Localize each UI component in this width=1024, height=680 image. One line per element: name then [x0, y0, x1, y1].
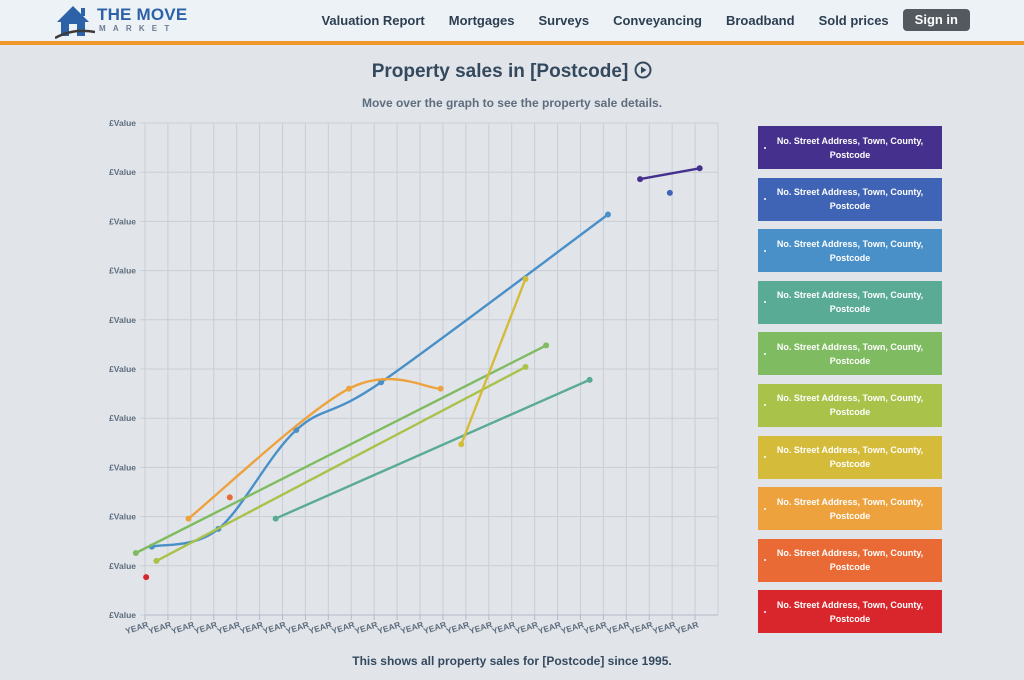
play-circle-icon[interactable]	[634, 61, 652, 79]
x-tick-label: YEAR	[582, 619, 608, 636]
site-header: THE MOVE MARKET Valuation Report Mortgag…	[0, 0, 1024, 45]
series-point-2	[666, 189, 673, 196]
x-tick-label: YEAR	[193, 619, 219, 636]
legend-item-2[interactable]: No. Street Address, Town, County, Postco…	[758, 177, 942, 221]
x-tick-label: YEAR	[284, 619, 310, 636]
series-point-6	[522, 364, 529, 371]
legend-item-7[interactable]: No. Street Address, Town, County, Postco…	[758, 435, 942, 479]
x-tick-label: YEAR	[216, 619, 242, 636]
chart-series	[132, 165, 703, 581]
legend-item-4[interactable]: No. Street Address, Town, County, Postco…	[758, 280, 942, 324]
legend-item-3[interactable]: No. Street Address, Town, County, Postco…	[758, 229, 942, 273]
logo-text-secondary: MARKET	[99, 24, 177, 33]
series-point-5	[543, 342, 550, 349]
x-tick-label: YEAR	[353, 619, 379, 636]
nav-mortgages[interactable]: Mortgages	[448, 12, 515, 28]
x-tick-label: YEAR	[468, 619, 494, 636]
x-tick-label: YEAR	[422, 619, 448, 636]
page-title-text: Property sales in [Postcode]	[371, 61, 629, 82]
y-tick-label: £Value	[109, 266, 136, 276]
legend-item-1[interactable]: No. Street Address, Town, County, Postco…	[758, 126, 942, 169]
series-point-4	[272, 515, 279, 522]
series-point-1	[637, 176, 644, 183]
series-point-7	[522, 275, 529, 282]
series-line-4	[274, 378, 591, 520]
series-point-3	[378, 379, 385, 386]
y-tick-label: £Value	[109, 462, 136, 472]
page-title: Property sales in [Postcode]	[0, 61, 1024, 83]
series-point-3	[604, 211, 611, 218]
series-point-7	[458, 441, 465, 448]
sign-in-button[interactable]: Sign in	[902, 9, 970, 31]
y-tick-label: £Value	[109, 216, 136, 226]
x-tick-label: YEAR	[170, 619, 196, 636]
legend-item-9[interactable]: No. Street Address, Town, County, Postco…	[758, 538, 942, 582]
x-tick-label: YEAR	[651, 619, 677, 636]
house-logo-icon	[55, 6, 95, 40]
nav-surveys[interactable]: Surveys	[538, 12, 590, 28]
x-tick-label: YEAR	[491, 619, 517, 636]
x-tick-label: YEAR	[330, 619, 356, 636]
x-tick-label: YEAR	[124, 619, 150, 636]
series-point-8	[437, 385, 444, 392]
x-tick-label: YEAR	[445, 619, 471, 636]
logo-text-primary: THE MOVE	[97, 5, 188, 24]
x-tick-label: YEAR	[537, 619, 563, 636]
x-tick-label: YEAR	[239, 619, 265, 636]
nav-sold-prices[interactable]: Sold prices	[818, 12, 889, 28]
series-point-4	[586, 376, 593, 383]
series-line-1	[638, 167, 701, 181]
legend-item-8[interactable]: No. Street Address, Town, County, Postco…	[758, 487, 942, 531]
series-point-8	[185, 515, 192, 522]
x-tick-label: YEAR	[262, 619, 288, 636]
x-tick-label: YEAR	[514, 619, 540, 636]
legend-item-6[interactable]: No. Street Address, Town, County, Postco…	[758, 383, 942, 427]
page-subtitle: Move over the graph to see the property …	[361, 96, 663, 110]
site-logo[interactable]: THE MOVE MARKET	[55, 2, 195, 40]
series-line-8	[187, 377, 442, 520]
x-tick-label: YEAR	[605, 619, 631, 636]
x-tick-label: YEAR	[399, 619, 425, 636]
series-point-1	[696, 165, 703, 172]
x-tick-label: YEAR	[628, 619, 654, 636]
x-tick-label: YEAR	[307, 619, 333, 636]
series-line-5	[134, 344, 548, 555]
y-tick-label: £Value	[109, 610, 136, 620]
y-tick-label: £Value	[109, 561, 136, 571]
x-tick-label: YEAR	[560, 619, 586, 636]
legend-item-10[interactable]: No. Street Address, Town, County, Postco…	[758, 590, 942, 634]
y-tick-label: £Value	[109, 413, 136, 423]
series-line-6	[155, 365, 527, 563]
series-point-8	[345, 385, 352, 392]
legend-item-5[interactable]: No. Street Address, Town, County, Postco…	[758, 332, 942, 376]
chart-legend: No. Street Address, Town, County, Postco…	[758, 126, 942, 642]
y-tick-label: £Value	[109, 512, 136, 522]
y-tick-label: £Value	[109, 364, 136, 374]
nav-conveyancing[interactable]: Conveyancing	[613, 12, 702, 28]
y-tick-label: £Value	[109, 167, 136, 177]
series-point-9	[226, 494, 233, 501]
main-nav: Valuation Report Mortgages Surveys Conve…	[297, 9, 970, 31]
series-point-6	[153, 557, 160, 564]
y-tick-label: £Value	[109, 315, 136, 325]
x-tick-label: YEAR	[147, 619, 173, 636]
x-tick-label: YEAR	[674, 619, 700, 636]
y-tick-label: £Value	[109, 118, 136, 128]
x-tick-label: YEAR	[376, 619, 402, 636]
nav-valuation-report[interactable]: Valuation Report	[321, 12, 425, 28]
page-footer: This shows all property sales for [Postc…	[352, 654, 672, 668]
series-point-10	[143, 574, 150, 581]
chart-grid	[140, 122, 719, 616]
nav-broadband[interactable]: Broadband	[725, 12, 795, 28]
series-line-7	[460, 277, 527, 446]
series-point-5	[132, 550, 139, 557]
